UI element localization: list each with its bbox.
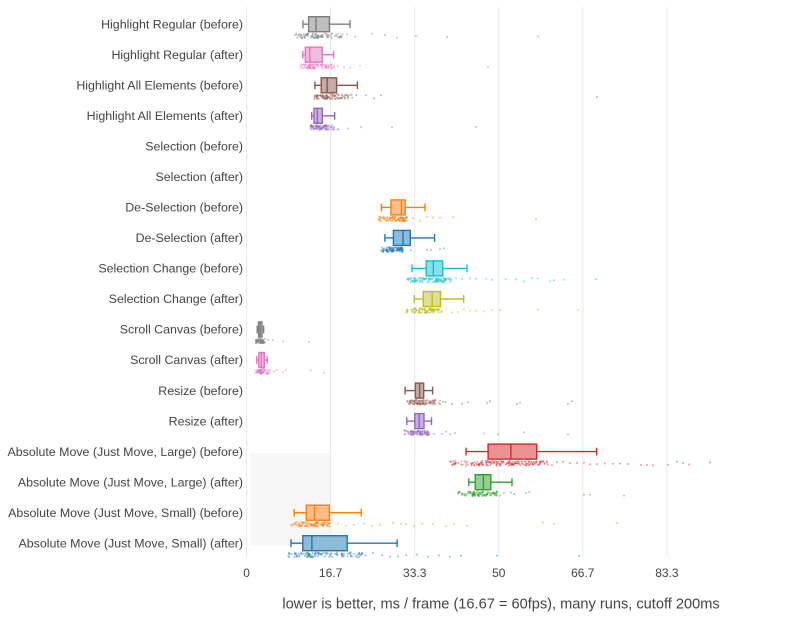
svg-text:De-Selection (after): De-Selection (after) [136, 231, 243, 245]
svg-text:Highlight Regular (before): Highlight Regular (before) [101, 17, 243, 31]
svg-text:Highlight Regular (after): Highlight Regular (after) [111, 48, 243, 62]
svg-text:83.3: 83.3 [655, 566, 679, 580]
svg-text:Selection (before): Selection (before) [145, 140, 243, 154]
svg-text:Resize (before): Resize (before) [158, 384, 243, 398]
svg-text:Selection Change (after): Selection Change (after) [109, 292, 243, 306]
svg-text:Scroll Canvas (after): Scroll Canvas (after) [130, 353, 243, 367]
svg-text:Scroll Canvas (before): Scroll Canvas (before) [120, 323, 243, 337]
svg-text:50: 50 [492, 566, 506, 580]
svg-text:66.7: 66.7 [571, 566, 595, 580]
svg-text:Selection Change (before): Selection Change (before) [98, 262, 243, 276]
svg-text:Resize (after): Resize (after) [169, 414, 243, 428]
svg-text:Absolute Move (Just Move, Larg: Absolute Move (Just Move, Large) (before… [7, 445, 243, 459]
svg-text:De-Selection (before): De-Selection (before) [125, 201, 243, 215]
svg-text:Absolute Move (Just Move, Larg: Absolute Move (Just Move, Large) (after) [18, 475, 243, 489]
svg-text:lower is better, ms / frame (1: lower is better, ms / frame (16.67 = 60f… [282, 597, 719, 613]
svg-text:0: 0 [243, 566, 250, 580]
svg-text:Selection (after): Selection (after) [156, 170, 243, 184]
svg-text:Absolute Move (Just Move, Smal: Absolute Move (Just Move, Small) (after) [19, 536, 243, 550]
svg-text:Absolute Move (Just Move, Smal: Absolute Move (Just Move, Small) (before… [8, 506, 243, 520]
svg-text:16.7: 16.7 [319, 566, 343, 580]
svg-text:Highlight All Elements (before: Highlight All Elements (before) [76, 79, 243, 93]
svg-text:33.3: 33.3 [403, 566, 427, 580]
svg-text:Highlight All Elements (after): Highlight All Elements (after) [87, 109, 243, 123]
